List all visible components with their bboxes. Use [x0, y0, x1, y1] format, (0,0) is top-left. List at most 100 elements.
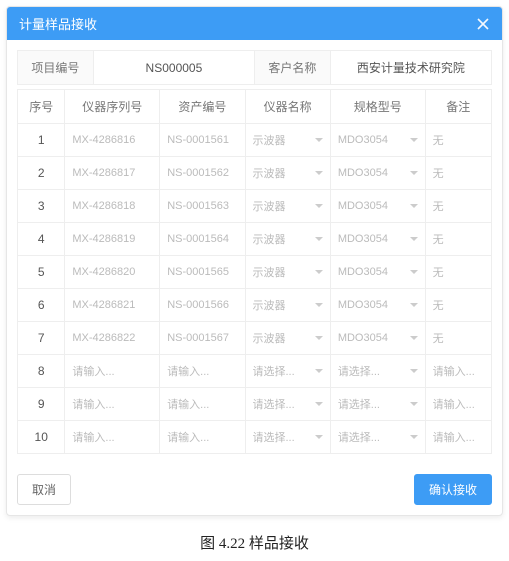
chevron-down-icon	[315, 367, 323, 375]
cell-spec-select[interactable]: MDO3054	[335, 232, 421, 246]
cell-spec-value: 请选择...	[338, 429, 380, 445]
confirm-button[interactable]: 确认接收	[414, 474, 492, 505]
cell-spec-value: MDO3054	[338, 200, 388, 212]
cell-serial-input[interactable]: 请输入...	[69, 394, 155, 414]
cell-name: 请选择...	[245, 355, 330, 388]
cell-serial: MX-4286816	[65, 124, 160, 157]
cell-remark-input[interactable]: 请输入...	[430, 394, 487, 414]
cell-serial: MX-4286820	[65, 256, 160, 289]
cell-name-value: 示波器	[253, 264, 286, 280]
cell-asset-input[interactable]: 请输入...	[164, 427, 240, 447]
cell-spec: MDO3054	[330, 124, 425, 157]
sample-receive-modal: 计量样品接收 项目编号 NS000005 客户名称 西安计量技术研究院	[6, 6, 503, 516]
cell-name: 示波器	[245, 289, 330, 322]
cell-serial-input[interactable]: MX-4286822	[69, 330, 155, 346]
cell-spec-select[interactable]: MDO3054	[335, 265, 421, 279]
cell-seq: 5	[18, 256, 65, 289]
cell-name-value: 示波器	[253, 231, 286, 247]
cell-spec-select[interactable]: MDO3054	[335, 166, 421, 180]
cell-spec-value: MDO3054	[338, 233, 388, 245]
cell-serial-input[interactable]: 请输入...	[69, 427, 155, 447]
modal-footer: 取消 确认接收	[7, 464, 502, 515]
cell-remark: 无	[425, 190, 491, 223]
cancel-button[interactable]: 取消	[17, 474, 71, 505]
cell-remark-input[interactable]: 无	[430, 163, 487, 183]
cell-name-select[interactable]: 示波器	[250, 263, 326, 281]
cell-spec-select[interactable]: MDO3054	[335, 199, 421, 213]
cell-serial-input[interactable]: MX-4286821	[69, 297, 155, 313]
cell-spec: MDO3054	[330, 190, 425, 223]
cell-asset: 请输入...	[160, 388, 245, 421]
cell-remark-input[interactable]: 无	[430, 196, 487, 216]
cell-spec-value: MDO3054	[338, 134, 388, 146]
cell-name-value: 示波器	[253, 297, 286, 313]
cell-asset-input[interactable]: NS-0001566	[164, 297, 240, 313]
cell-name-select[interactable]: 请选择...	[250, 362, 326, 380]
cell-asset-input[interactable]: NS-0001562	[164, 165, 240, 181]
table-row: 6MX-4286821NS-0001566示波器MDO3054无	[18, 289, 492, 322]
cell-asset-input[interactable]: 请输入...	[164, 394, 240, 414]
close-icon[interactable]	[476, 17, 490, 31]
chevron-down-icon	[410, 433, 418, 441]
cell-serial-input[interactable]: MX-4286819	[69, 231, 155, 247]
chevron-down-icon	[410, 301, 418, 309]
cell-spec-value: MDO3054	[338, 332, 388, 344]
cell-asset-input[interactable]: 请输入...	[164, 361, 240, 381]
cell-name-select[interactable]: 示波器	[250, 296, 326, 314]
cell-asset: NS-0001565	[160, 256, 245, 289]
cell-asset-input[interactable]: NS-0001564	[164, 231, 240, 247]
cell-name-select[interactable]: 示波器	[250, 164, 326, 182]
cell-spec-select[interactable]: 请选择...	[335, 395, 421, 413]
cell-name-select[interactable]: 示波器	[250, 230, 326, 248]
cell-spec: MDO3054	[330, 256, 425, 289]
cell-name-select[interactable]: 请选择...	[250, 428, 326, 446]
cell-name: 请选择...	[245, 388, 330, 421]
cell-serial-input[interactable]: MX-4286816	[69, 132, 155, 148]
col-spec: 规格型号	[330, 90, 425, 124]
cell-asset-input[interactable]: NS-0001561	[164, 132, 240, 148]
col-serial: 仪器序列号	[65, 90, 160, 124]
cell-seq: 1	[18, 124, 65, 157]
cell-remark-input[interactable]: 请输入...	[430, 427, 487, 447]
cell-serial-input[interactable]: MX-4286817	[69, 165, 155, 181]
cell-name-value: 请选择...	[253, 396, 295, 412]
cell-seq: 2	[18, 157, 65, 190]
cell-spec-value: MDO3054	[338, 266, 388, 278]
chevron-down-icon	[315, 136, 323, 144]
cell-serial-input[interactable]: MX-4286818	[69, 198, 155, 214]
cell-spec-value: 请选择...	[338, 363, 380, 379]
cell-remark-input[interactable]: 无	[430, 295, 487, 315]
cell-spec-select[interactable]: MDO3054	[335, 331, 421, 345]
cell-remark-input[interactable]: 无	[430, 262, 487, 282]
customer-label: 客户名称	[254, 51, 330, 85]
cell-serial: 请输入...	[65, 355, 160, 388]
cell-name-select[interactable]: 示波器	[250, 197, 326, 215]
chevron-down-icon	[410, 400, 418, 408]
cell-asset-input[interactable]: NS-0001565	[164, 264, 240, 280]
col-name: 仪器名称	[245, 90, 330, 124]
cell-spec: 请选择...	[330, 355, 425, 388]
cell-remark-input[interactable]: 无	[430, 328, 487, 348]
cell-name: 示波器	[245, 190, 330, 223]
cell-spec-select[interactable]: 请选择...	[335, 428, 421, 446]
cell-asset-input[interactable]: NS-0001563	[164, 198, 240, 214]
cell-name-select[interactable]: 示波器	[250, 329, 326, 347]
cell-spec-select[interactable]: MDO3054	[335, 298, 421, 312]
cell-remark-input[interactable]: 无	[430, 229, 487, 249]
cell-spec-select[interactable]: MDO3054	[335, 133, 421, 147]
cell-serial: MX-4286817	[65, 157, 160, 190]
table-row: 4MX-4286819NS-0001564示波器MDO3054无	[18, 223, 492, 256]
cell-name-select[interactable]: 示波器	[250, 131, 326, 149]
cell-spec-select[interactable]: 请选择...	[335, 362, 421, 380]
cell-remark-input[interactable]: 请输入...	[430, 361, 487, 381]
cell-name-select[interactable]: 请选择...	[250, 395, 326, 413]
cell-remark-input[interactable]: 无	[430, 130, 487, 150]
cell-serial-input[interactable]: MX-4286820	[69, 264, 155, 280]
cell-remark: 请输入...	[425, 355, 491, 388]
cell-serial-input[interactable]: 请输入...	[69, 361, 155, 381]
chevron-down-icon	[410, 202, 418, 210]
cell-name-value: 示波器	[253, 198, 286, 214]
cell-asset: NS-0001563	[160, 190, 245, 223]
cell-asset-input[interactable]: NS-0001567	[164, 330, 240, 346]
cell-serial: MX-4286822	[65, 322, 160, 355]
